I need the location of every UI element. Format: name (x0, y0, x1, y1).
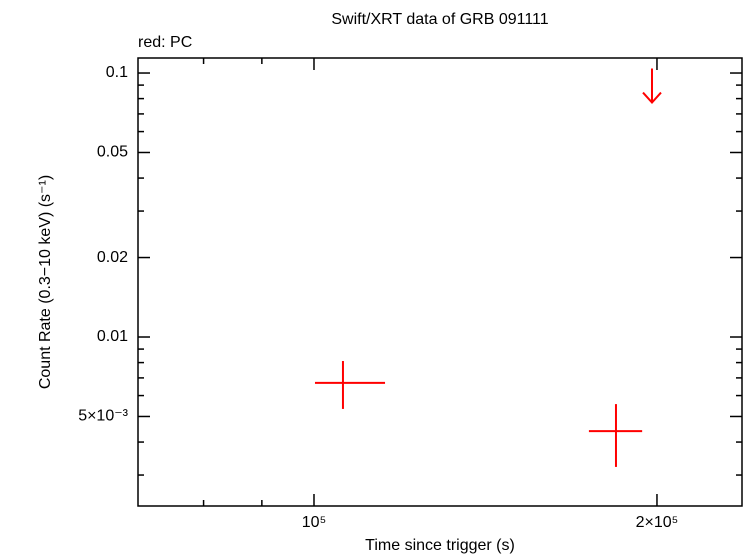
y-tick-label: 5×10⁻³ (78, 408, 128, 425)
y-tick-label: 0.01 (97, 328, 128, 345)
x-tick-label: 2×10⁵ (636, 514, 679, 531)
y-tick-label: 0.05 (97, 144, 128, 161)
y-axis-label: Count Rate (0.3−10 keV) (s⁻¹) (37, 175, 54, 389)
x-tick-label: 10⁵ (302, 514, 326, 531)
y-tick-label: 0.02 (97, 249, 128, 266)
legend-note: red: PC (138, 34, 192, 51)
y-tick-label: 0.1 (106, 64, 128, 81)
x-axis-label: Time since trigger (s) (365, 537, 515, 554)
chart-title: Swift/XRT data of GRB 091111 (331, 11, 548, 28)
upper-limit-arrow (642, 68, 662, 105)
plot-frame (137, 57, 743, 507)
